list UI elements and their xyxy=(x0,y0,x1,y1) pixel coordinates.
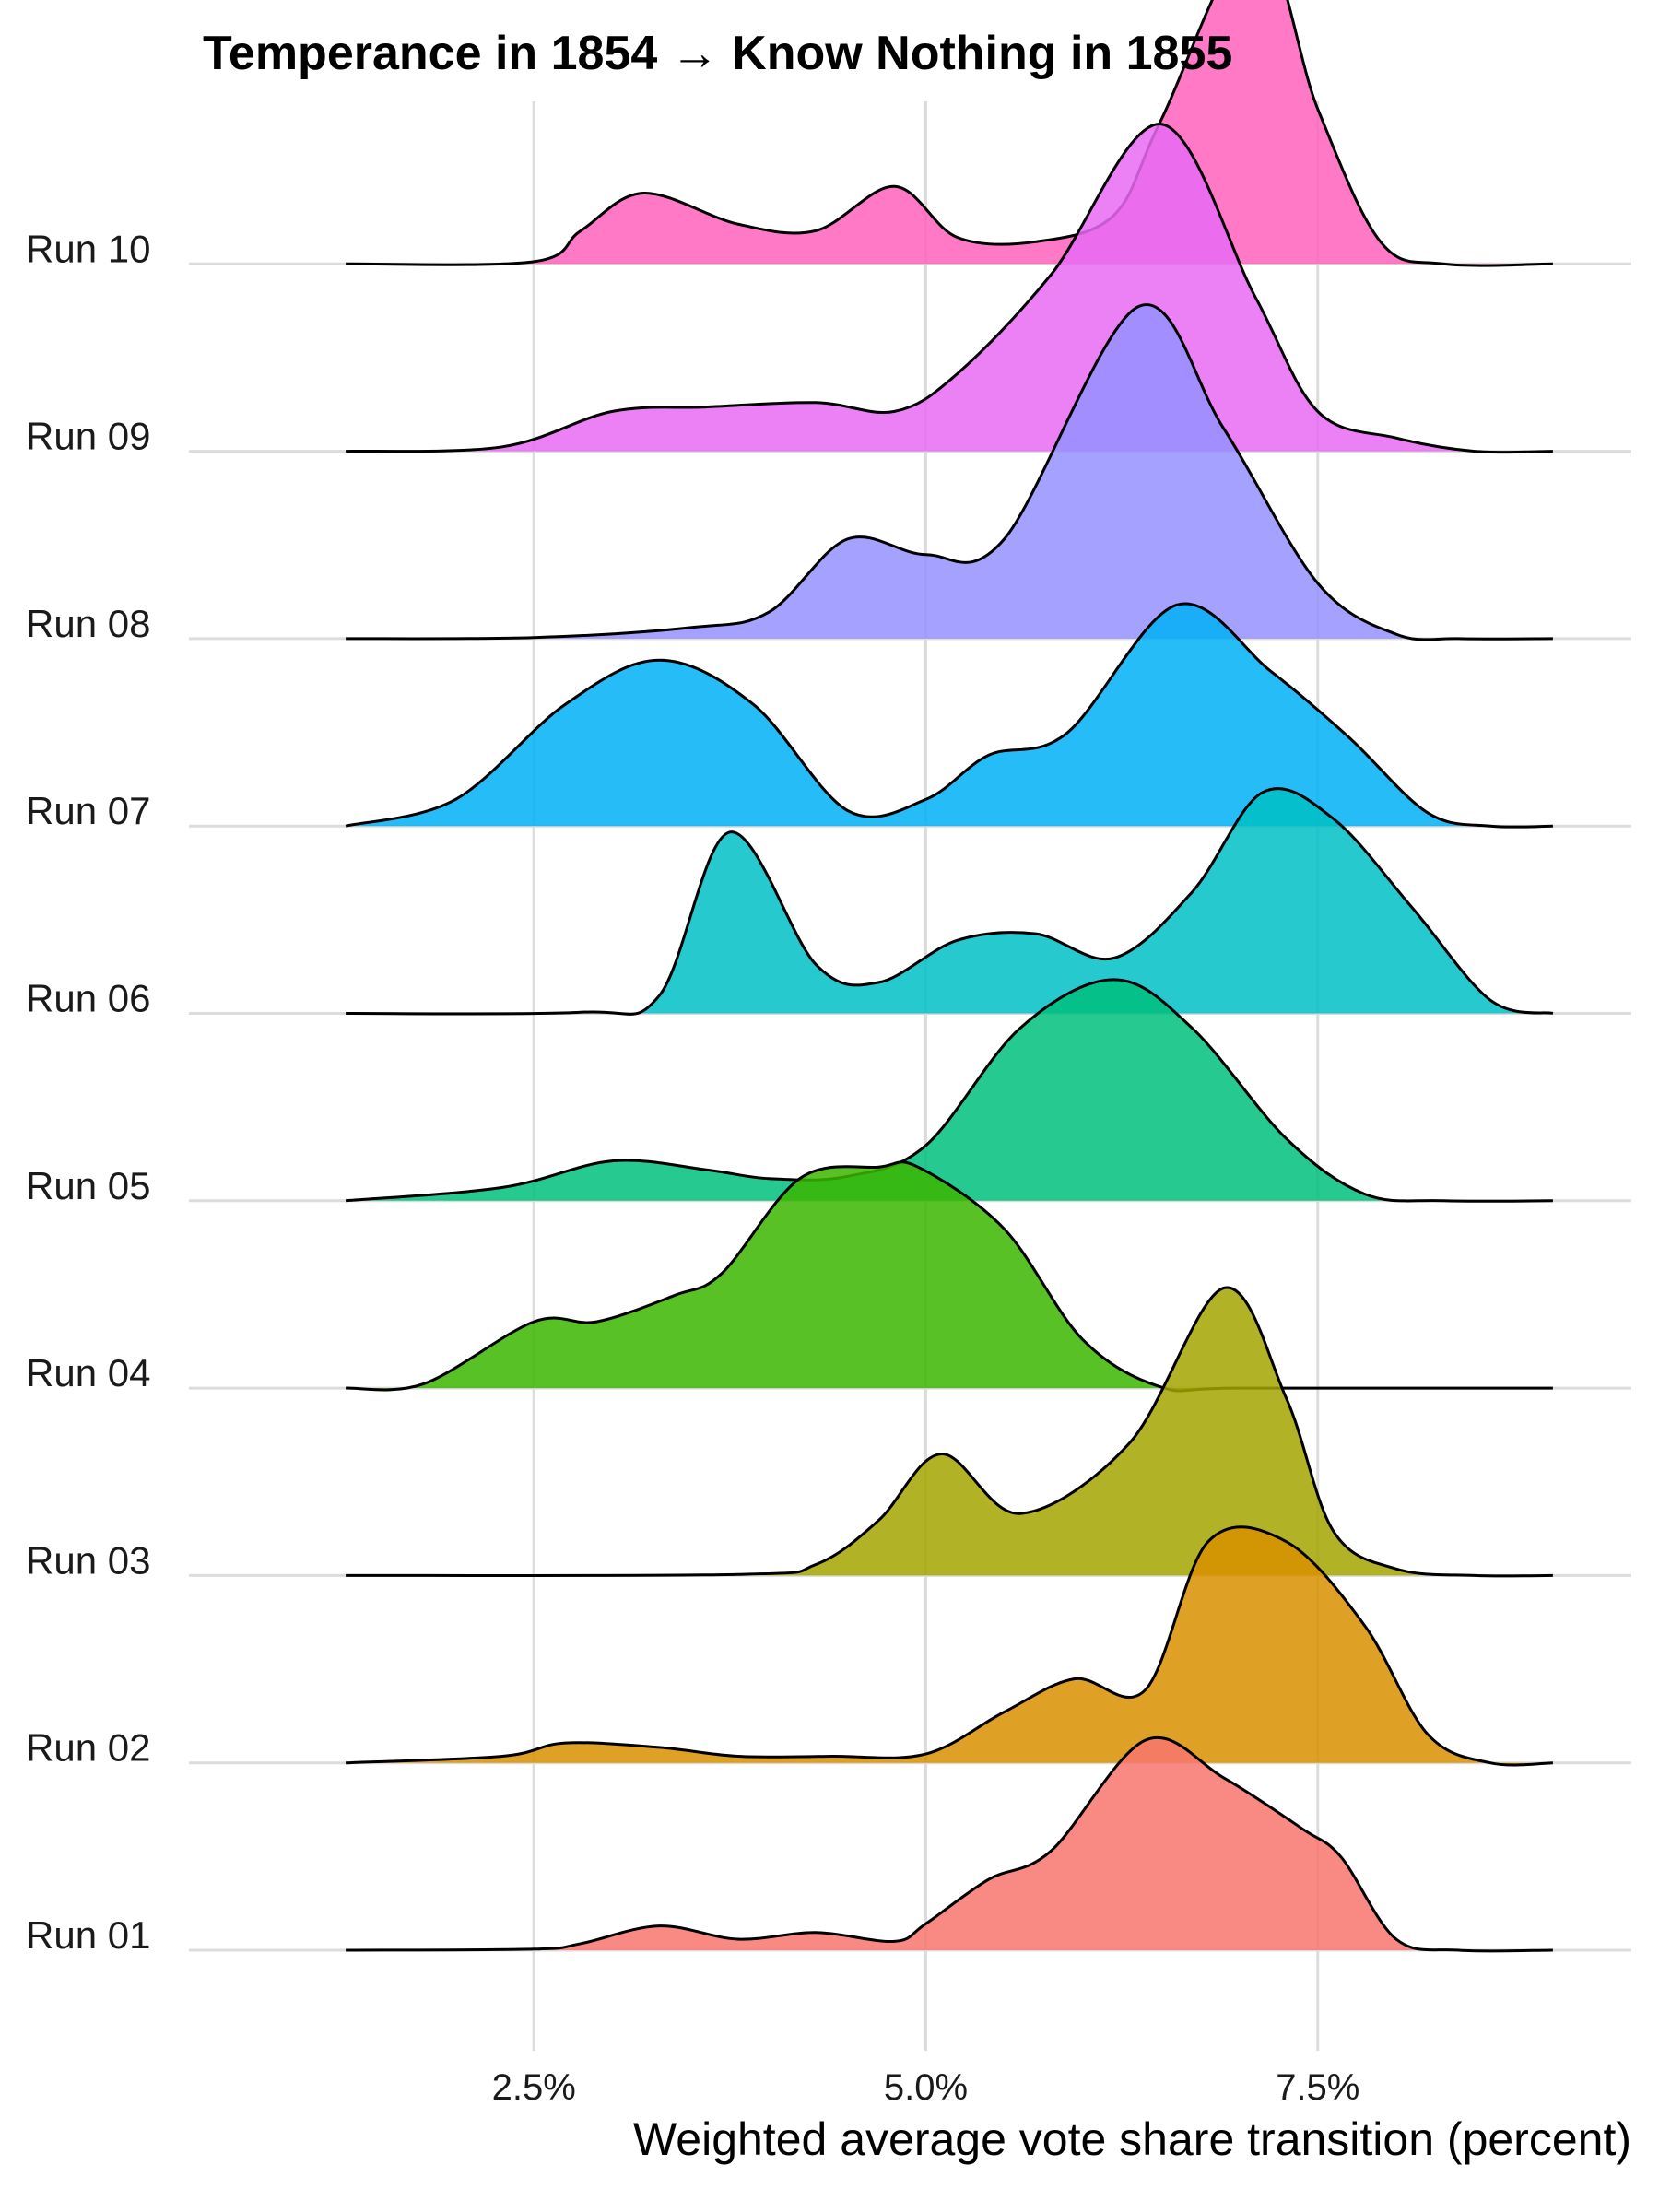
ridge-area-run-08 xyxy=(346,304,1553,640)
x-tick-label: 5.0% xyxy=(884,2067,968,2108)
y-axis-label: Run 08 xyxy=(26,602,150,645)
ridge-outline-run-10 xyxy=(346,0,1553,267)
y-axis-label: Run 09 xyxy=(26,415,150,458)
ridge-outline-run-09 xyxy=(346,123,1553,454)
chart-title: Temperance in 1854 → Know Nothing in 185… xyxy=(203,27,1232,80)
ridge-layer xyxy=(345,0,1554,1953)
y-axis-label: Run 06 xyxy=(26,977,150,1020)
y-axis-label: Run 04 xyxy=(26,1351,150,1394)
ridge-outline-run-07 xyxy=(345,602,1553,829)
x-tick-label: 7.5% xyxy=(1276,2067,1359,2108)
ridge-outline-run-03 xyxy=(346,1286,1553,1578)
y-axis-label: Run 10 xyxy=(26,227,150,270)
y-axis-label: Run 01 xyxy=(26,1913,150,1957)
y-axis-label: Run 02 xyxy=(26,1726,150,1770)
y-axis-label: Run 07 xyxy=(26,789,150,832)
ridge-area-run-07 xyxy=(346,603,1553,828)
ridge-outline-run-01 xyxy=(346,1736,1553,1953)
ridge-area-run-10 xyxy=(346,0,1553,266)
ridge-area-run-06 xyxy=(346,788,1553,1015)
ridge-area-run-02 xyxy=(346,1526,1553,1766)
x-tick-label: 2.5% xyxy=(492,2067,576,2108)
ridge-area-run-01 xyxy=(346,1737,1553,1951)
ridge-area-run-04 xyxy=(346,1161,1553,1392)
ridge-area-run-09 xyxy=(346,124,1553,453)
ridge-area-run-05 xyxy=(346,979,1553,1202)
ridge-outline-run-02 xyxy=(346,1525,1553,1767)
y-axis-label: Run 03 xyxy=(26,1538,150,1582)
x-axis-label: Weighted average vote share transition (… xyxy=(633,2113,1631,2165)
ridge-outline-run-08 xyxy=(346,303,1553,641)
label-layer: 2.5% 5.0% 7.5% Run 01 Run 02 Run 03 Run 04 Run … xyxy=(26,227,1359,2108)
ridge-outline-run-06 xyxy=(346,787,1554,1016)
ridge-area-run-03 xyxy=(346,1287,1553,1576)
ridge-outline-run-05 xyxy=(345,978,1553,1203)
y-axis-label: Run 05 xyxy=(26,1164,150,1207)
